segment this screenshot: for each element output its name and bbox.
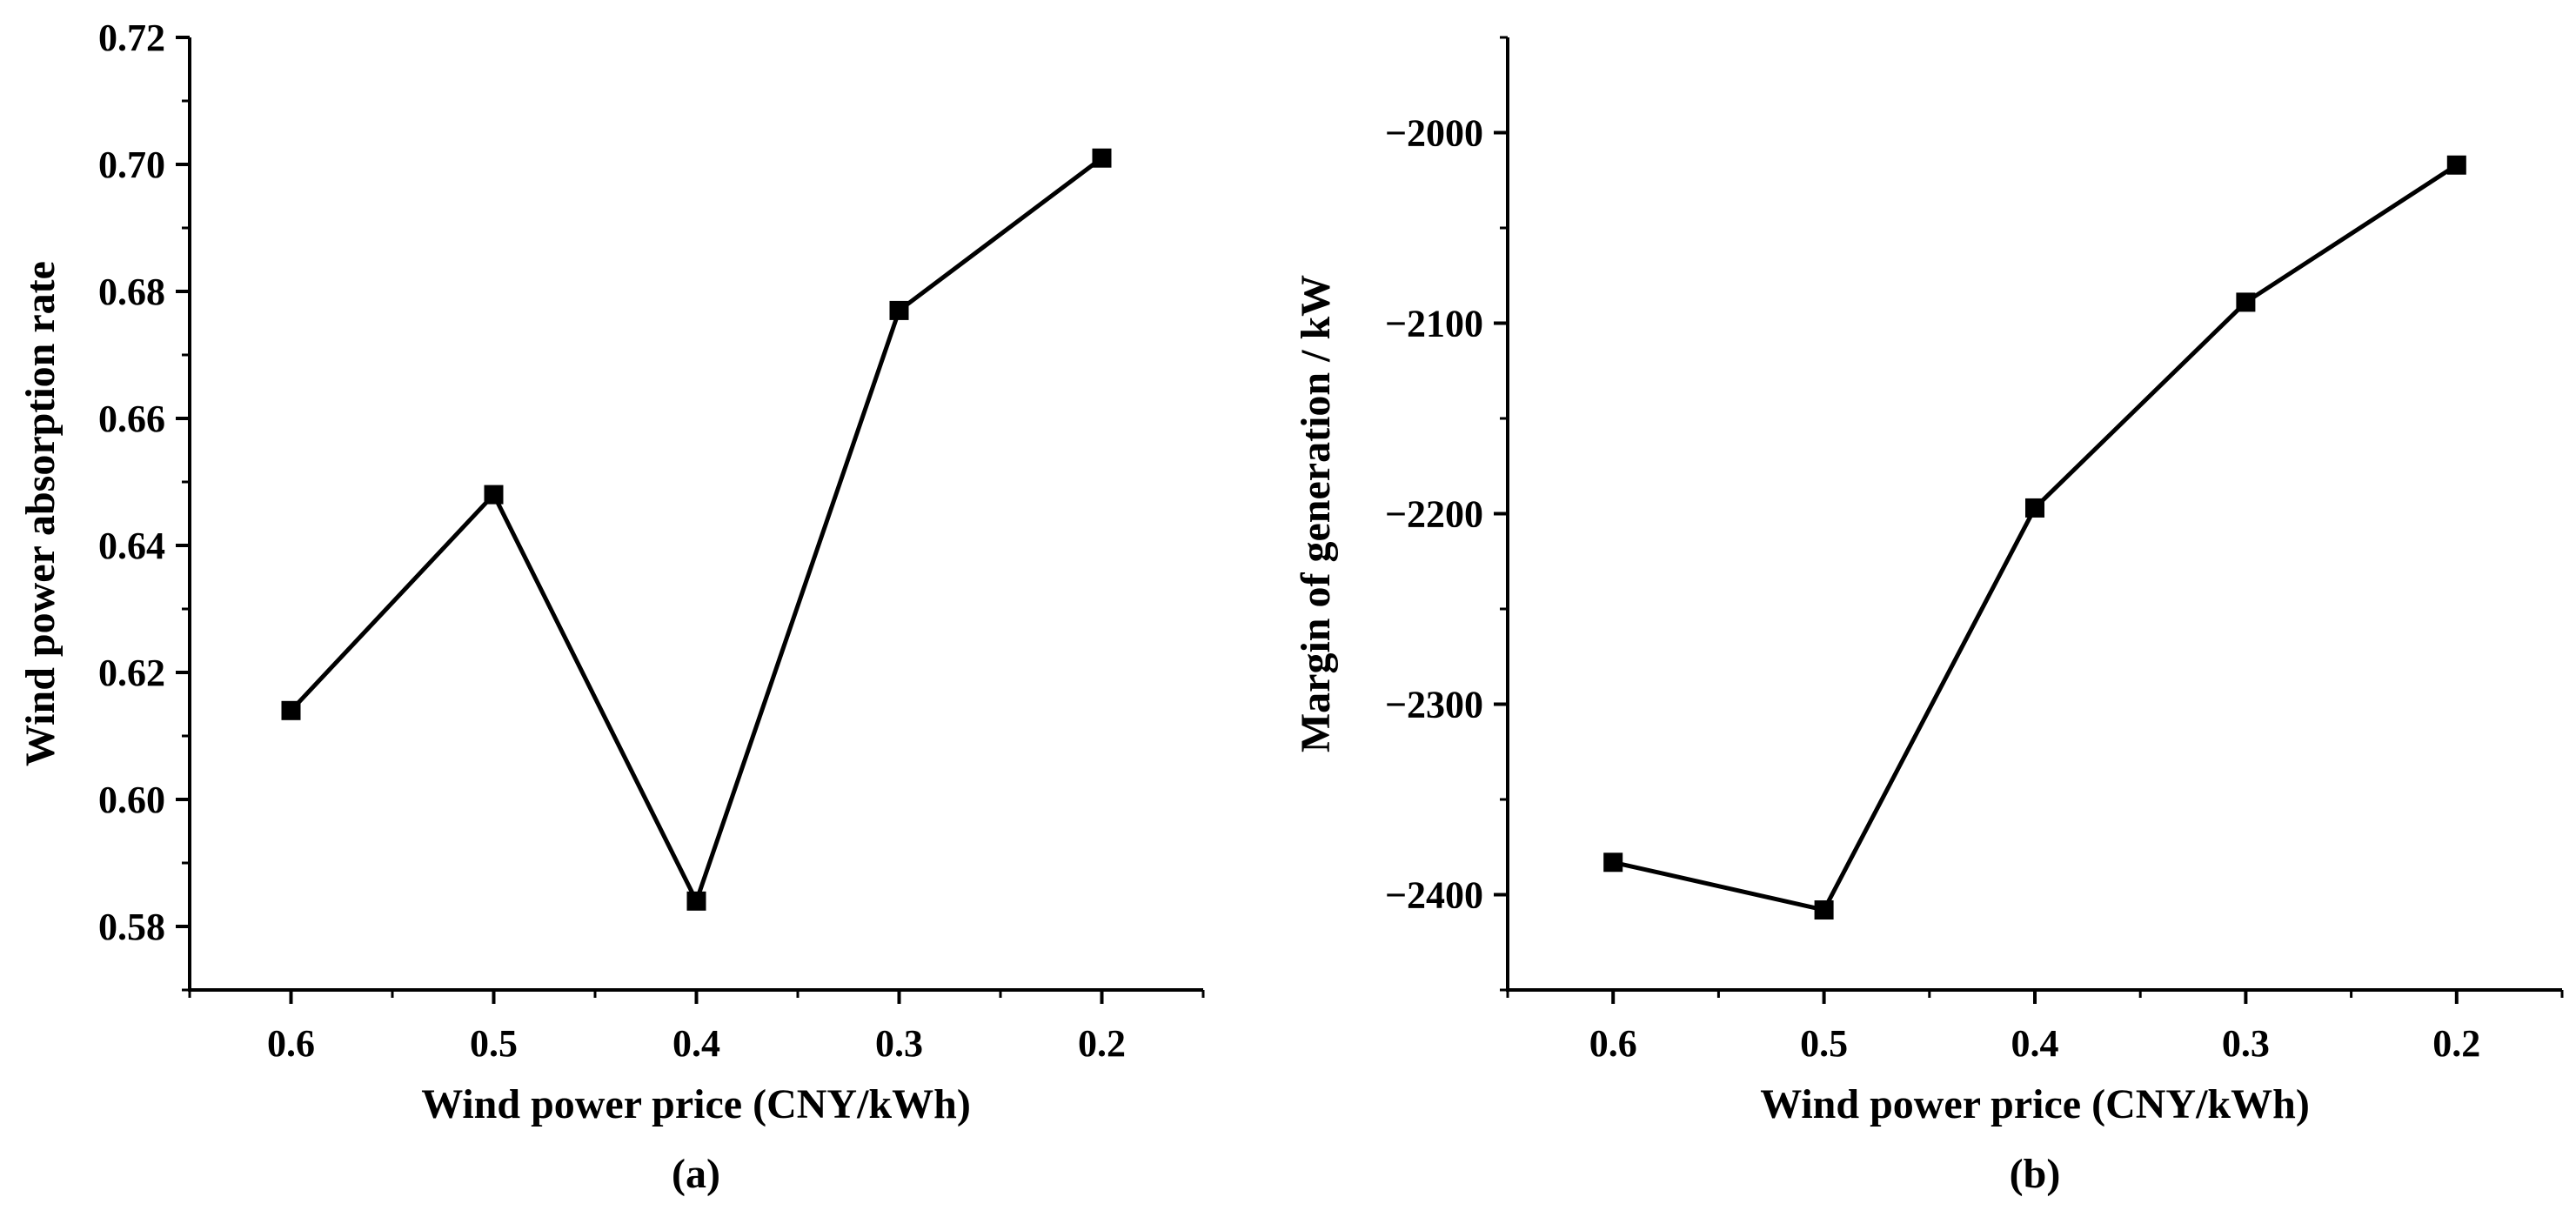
x-axis-title: Wind power price (CNY/kWh) [1760, 1081, 2310, 1127]
chart-panel-2: −2400 −2300 −2200 −2100 −2000 0.6 0.5 0.4 0.3 0.2… [1293, 36, 2564, 1197]
y-tick-label: −2100 [1385, 303, 1483, 345]
series-line [1612, 163, 2459, 913]
x-tick-label: 0.6 [267, 1022, 315, 1065]
data-point [2236, 292, 2256, 312]
x-tick-label: 0.5 [470, 1022, 518, 1065]
data-point [2446, 155, 2466, 175]
y-tick-label: 0.70 [98, 144, 165, 186]
data-point [889, 300, 909, 320]
data-point [1092, 148, 1112, 168]
x-tick-label: 0.5 [1800, 1022, 1848, 1065]
data-point [1603, 853, 1623, 873]
data-point [484, 485, 504, 505]
data-point [2025, 498, 2044, 518]
y-tick-label: −2200 [1385, 493, 1483, 536]
y-tick-label: 0.64 [98, 525, 165, 567]
chart-panel-1: 0.58 0.60 0.62 0.64 0.66 0.68 0.70 0.72 0.6 0.5 0.… [17, 17, 1205, 1197]
y-axis-title: Margin of generation / kW [1293, 275, 1339, 752]
y-tick-label: 0.62 [98, 652, 165, 694]
y-tick-label: −2000 [1385, 112, 1483, 155]
data-point [281, 700, 301, 720]
panel-label: (b) [2010, 1151, 2061, 1197]
x-tick-label: 0.3 [2222, 1022, 2270, 1065]
x-tick-label: 0.2 [1078, 1022, 1126, 1065]
x-tick-label: 0.4 [2011, 1022, 2059, 1065]
x-tick-label: 0.3 [875, 1022, 923, 1065]
y-tick-label: 0.58 [98, 906, 165, 948]
series-line [289, 156, 1104, 907]
panel-label: (a) [672, 1151, 720, 1197]
x-axis-title: Wind power price (CNY/kWh) [421, 1081, 971, 1127]
y-tick-label: 0.66 [98, 398, 165, 440]
data-point [1814, 900, 1834, 920]
x-tick-label: 0.4 [672, 1022, 720, 1065]
y-tick-label: −2400 [1385, 874, 1483, 917]
y-axis-title: Wind power absorption rate [17, 261, 64, 766]
data-point [686, 891, 706, 911]
x-tick-label: 0.2 [2432, 1022, 2480, 1065]
y-tick-label: 0.60 [98, 779, 165, 821]
y-tick-label: 0.72 [98, 17, 165, 59]
y-tick-label: −2300 [1385, 684, 1483, 726]
x-tick-label: 0.6 [1589, 1022, 1637, 1065]
y-tick-label: 0.68 [98, 271, 165, 313]
